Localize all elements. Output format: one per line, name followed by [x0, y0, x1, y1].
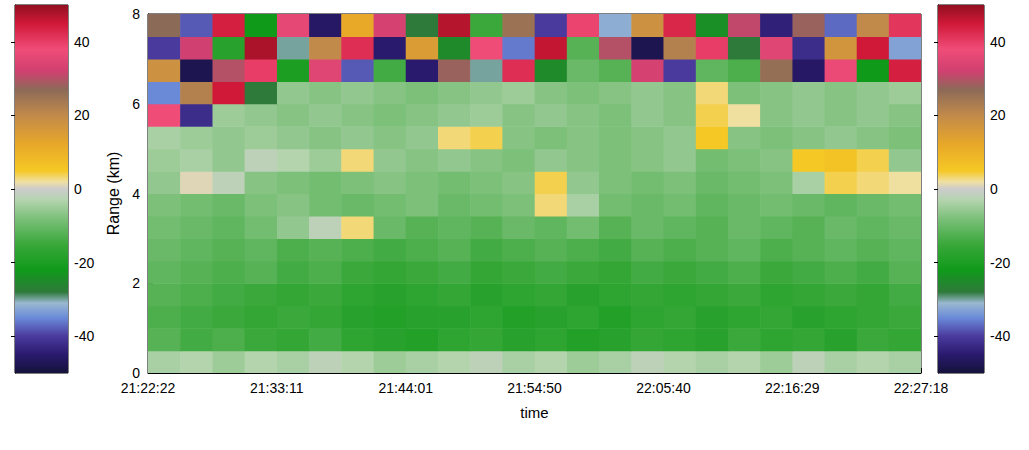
- svg-text:22:27:18: 22:27:18: [894, 380, 949, 396]
- svg-text:21:22:22: 21:22:22: [121, 380, 176, 396]
- svg-text:4: 4: [132, 186, 140, 202]
- svg-text:-20: -20: [74, 255, 94, 271]
- svg-text:21:44:01: 21:44:01: [378, 380, 433, 396]
- svg-text:Range (km): Range (km): [105, 152, 122, 236]
- svg-text:20: 20: [990, 107, 1006, 123]
- svg-text:0: 0: [74, 181, 82, 197]
- svg-text:20: 20: [74, 107, 90, 123]
- svg-text:-40: -40: [74, 328, 94, 344]
- svg-text:40: 40: [990, 34, 1006, 50]
- svg-text:0: 0: [990, 181, 998, 197]
- svg-text:21:33:11: 21:33:11: [250, 380, 304, 396]
- svg-text:22:16:29: 22:16:29: [765, 380, 820, 396]
- svg-text:-20: -20: [990, 255, 1010, 271]
- svg-text:6: 6: [132, 96, 140, 112]
- svg-text:0: 0: [132, 365, 140, 381]
- svg-text:8: 8: [132, 6, 140, 22]
- svg-text:time: time: [520, 404, 548, 421]
- svg-text:40: 40: [74, 34, 90, 50]
- svg-text:2: 2: [132, 275, 140, 291]
- svg-text:-40: -40: [990, 328, 1010, 344]
- svg-text:21:54:50: 21:54:50: [507, 380, 562, 396]
- svg-text:22:05:40: 22:05:40: [636, 380, 691, 396]
